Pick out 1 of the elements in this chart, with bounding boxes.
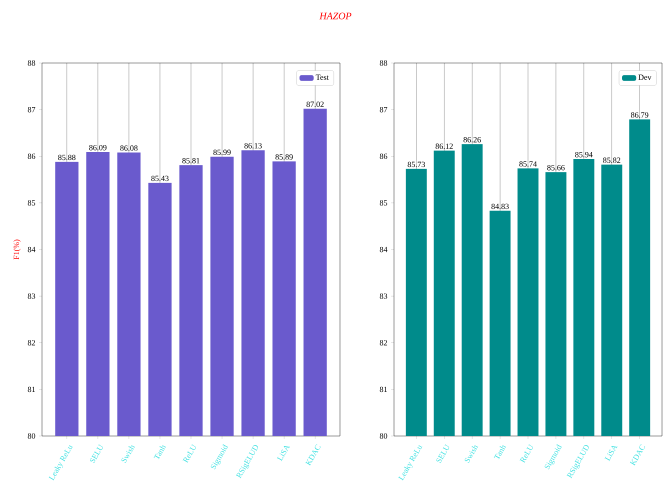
text: HAZOP bbox=[319, 12, 352, 20]
